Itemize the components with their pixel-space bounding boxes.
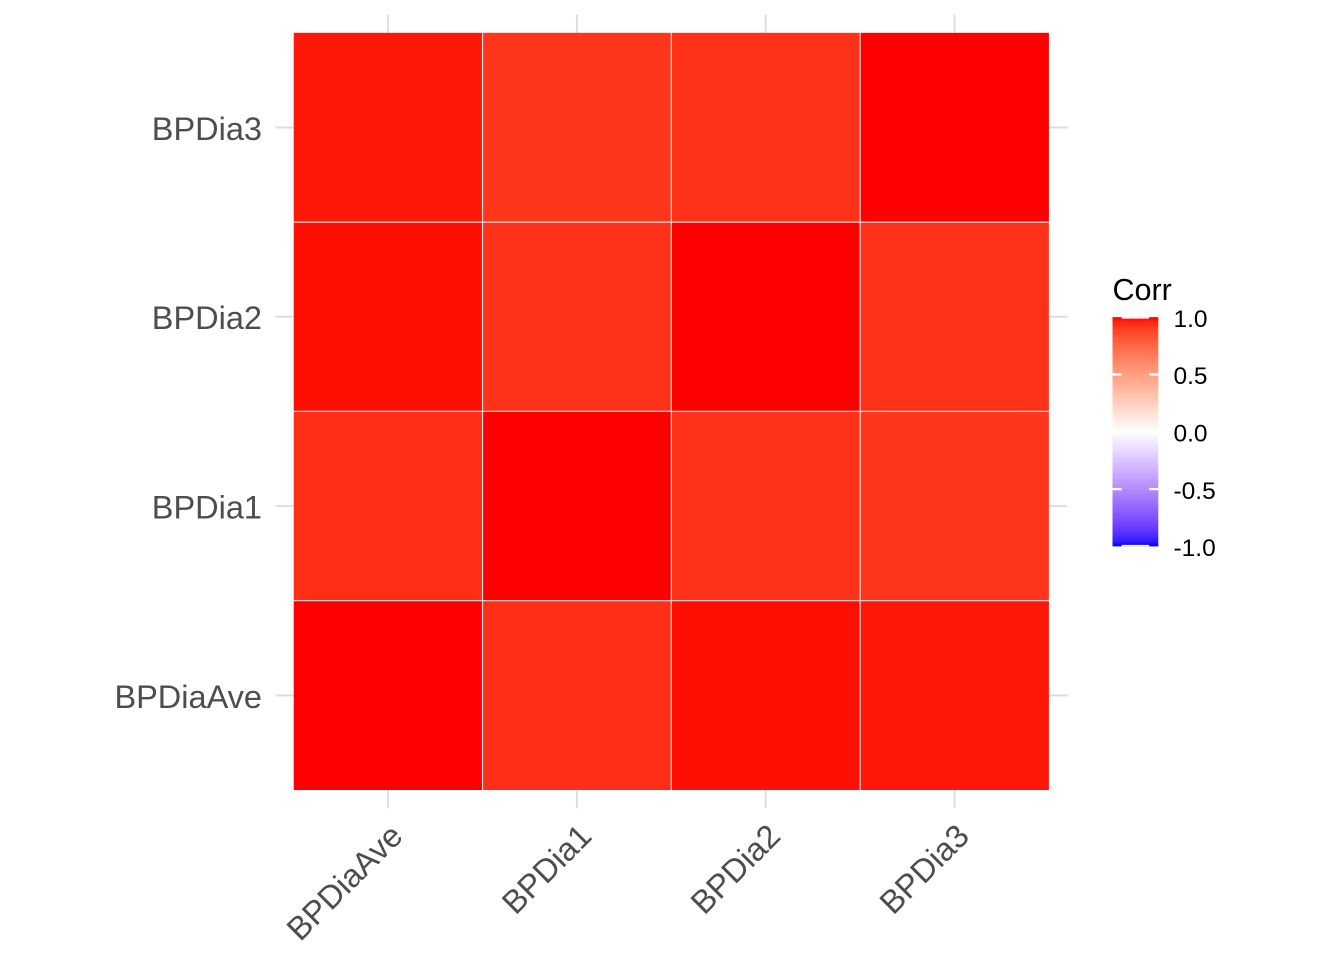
svg-text:-0.5: -0.5: [1174, 478, 1216, 505]
svg-text:0.5: 0.5: [1174, 363, 1208, 390]
svg-text:-1.0: -1.0: [1174, 535, 1216, 562]
svg-text:BPDia3: BPDia3: [152, 111, 262, 147]
svg-text:Corr: Corr: [1113, 273, 1172, 307]
svg-text:BPDia2: BPDia2: [152, 300, 262, 336]
svg-text:BPDiaAve: BPDiaAve: [114, 679, 262, 715]
svg-text:1.0: 1.0: [1174, 306, 1208, 333]
svg-text:BPDia1: BPDia1: [152, 490, 262, 526]
svg-text:0.0: 0.0: [1174, 421, 1208, 448]
